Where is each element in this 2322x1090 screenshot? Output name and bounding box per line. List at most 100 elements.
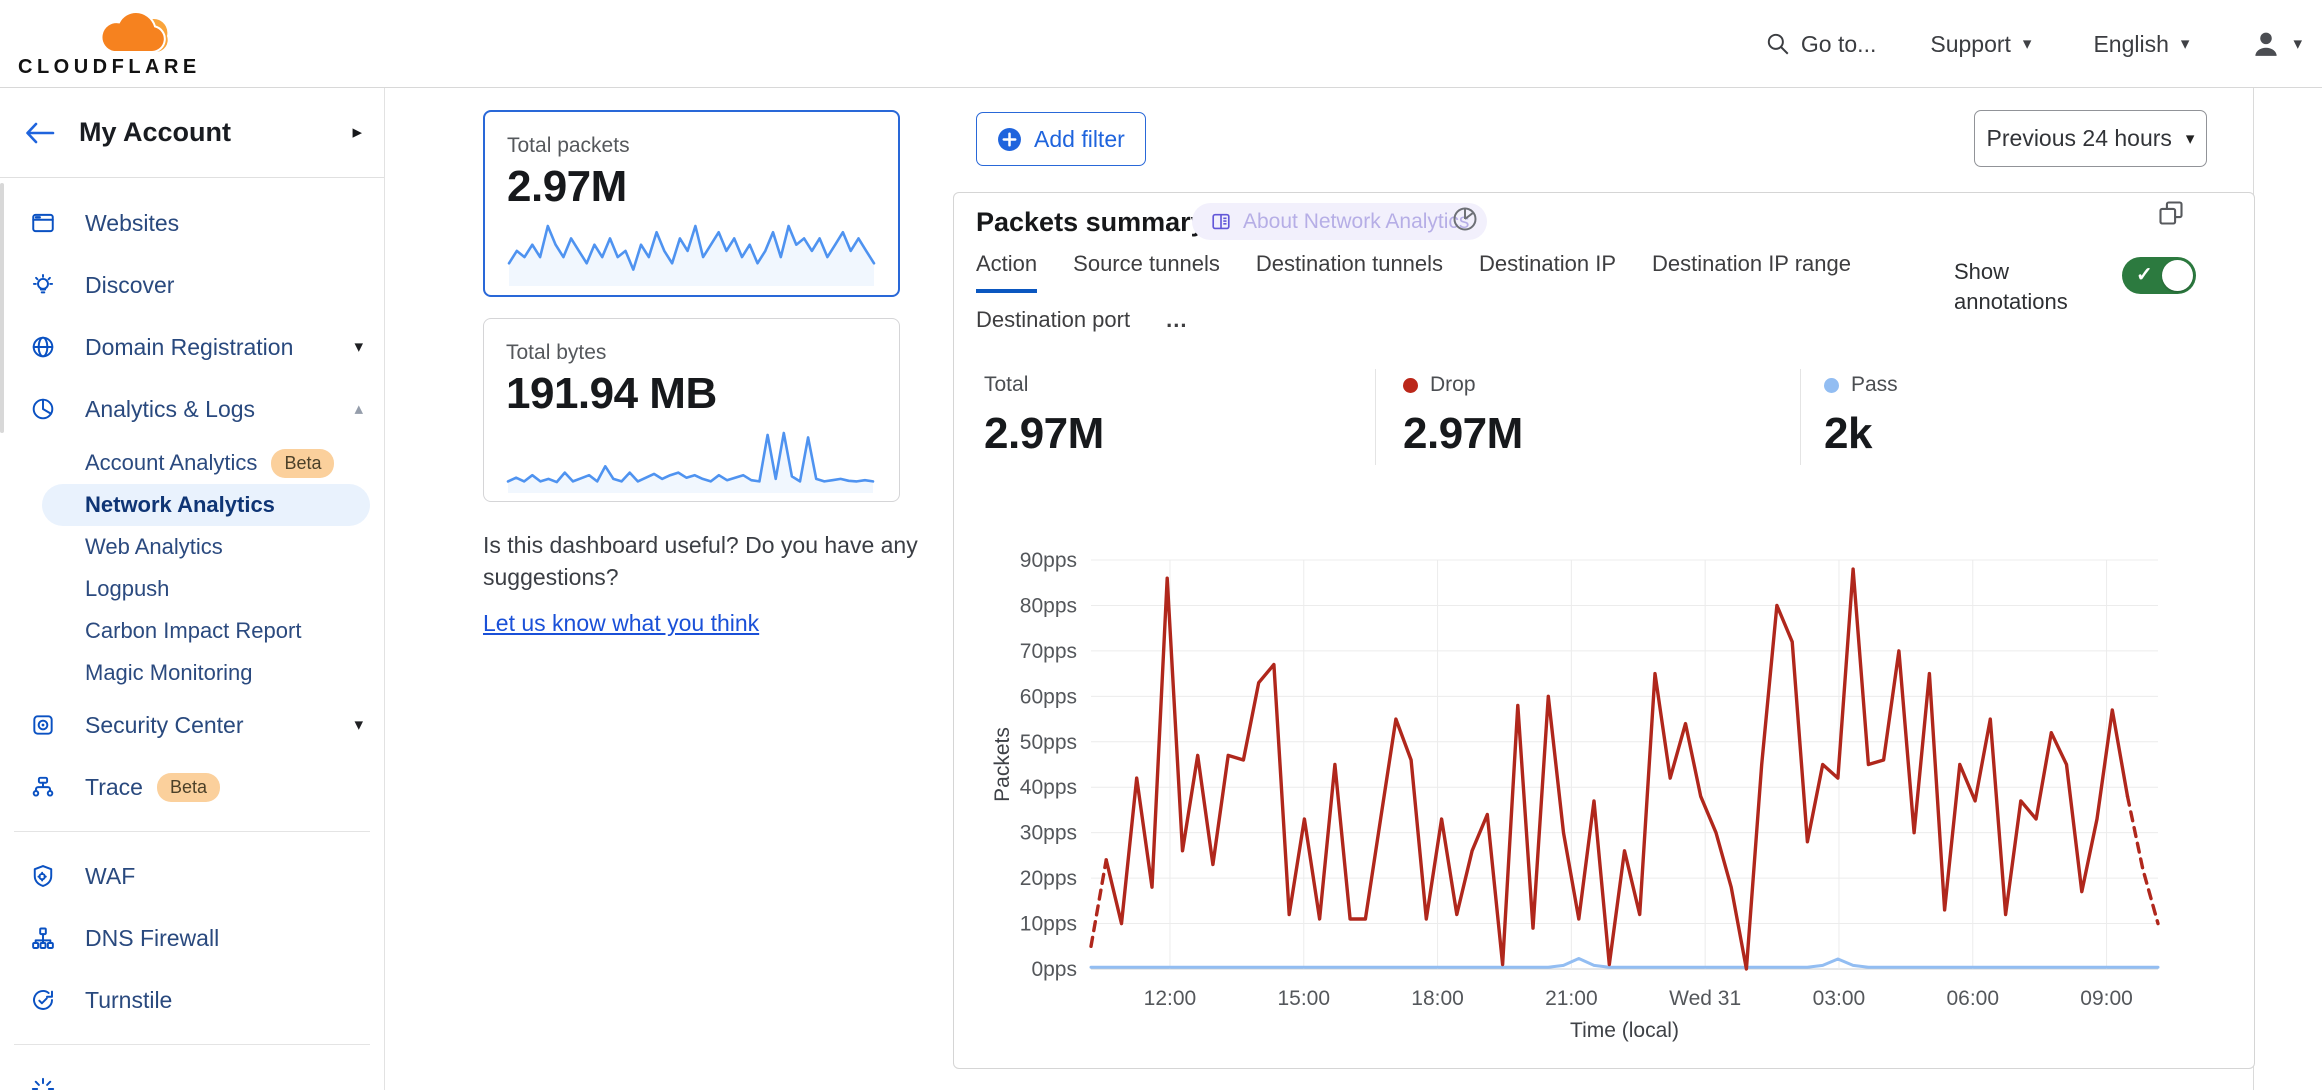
svg-text:06:00: 06:00 <box>1946 987 1999 1010</box>
show-annotations-toggle[interactable]: ✓ <box>2122 257 2196 294</box>
add-filter-button[interactable]: Add filter <box>976 112 1146 166</box>
svg-text:21:00: 21:00 <box>1545 987 1598 1010</box>
chevron-down-icon: ▾ <box>2293 34 2302 53</box>
sidebar-item-label: Analytics & Logs <box>85 395 256 422</box>
beta-badge: Beta <box>156 772 220 802</box>
sidebar-item-security-center[interactable]: Security Center ▾ <box>0 694 384 756</box>
sidebar-item-domain-registration[interactable]: Domain Registration ▾ <box>0 316 384 378</box>
svg-text:12:00: 12:00 <box>1144 987 1197 1010</box>
sidebar-item-label: Web Analytics <box>85 534 223 559</box>
tab-more[interactable]: ... <box>1166 307 1188 332</box>
feedback-link[interactable]: Let us know what you think <box>483 610 760 636</box>
tab-destination-ip[interactable]: Destination IP <box>1479 251 1617 276</box>
svg-text:0pps: 0pps <box>1031 958 1077 981</box>
metric-card-label: Total bytes <box>506 341 607 364</box>
language-menu[interactable]: English ▾ <box>2093 31 2189 58</box>
svg-text:15:00: 15:00 <box>1277 987 1330 1010</box>
sidebar-item-label: Carbon Impact Report <box>85 618 302 643</box>
chevron-right-icon[interactable]: ▸ <box>352 122 362 143</box>
breakdown-tabs: Action Source tunnels Destination tunnels D… <box>976 251 1886 349</box>
sparkline-chart <box>507 224 876 286</box>
lightbulb-icon <box>30 272 56 298</box>
metric-card-sparkline <box>505 216 878 293</box>
sidebar-item-waf[interactable]: WAF <box>0 845 384 907</box>
sidebar-item-websites[interactable]: Websites <box>0 192 384 254</box>
time-range-label: Previous 24 hours <box>1986 125 2172 151</box>
svg-text:70pps: 70pps <box>1020 640 1077 663</box>
cloudflare-logo[interactable]: CLOUDFLARE <box>16 6 206 82</box>
about-network-analytics-badge[interactable]: About Network Analytics <box>1192 203 1488 240</box>
duplicate-panel-icon[interactable] <box>2157 199 2185 227</box>
show-annotations-label: Show annotations <box>1954 259 2068 314</box>
metric-card-total-bytes[interactable]: Total bytes 191.94 MB <box>483 318 900 502</box>
sidebar-item-logpush[interactable]: Logpush <box>42 568 370 610</box>
beta-badge: Beta <box>271 448 335 478</box>
sidebar-item-magic-monitoring[interactable]: Magic Monitoring <box>42 652 370 694</box>
stat-drop: Drop 2.97M <box>1403 373 1523 459</box>
sidebar-item-label: Turnstile <box>85 986 173 1013</box>
stat-label-row: Pass <box>1824 373 1898 397</box>
sidebar-item-dns-firewall[interactable]: DNS Firewall <box>0 907 384 969</box>
stat-total: Total 2.97M <box>984 373 1104 459</box>
sidebar-item-label: Security Center <box>85 711 244 738</box>
chevron-down-icon: ▾ <box>2180 34 2190 53</box>
stat-label: Pass <box>1851 373 1898 396</box>
stat-label-row: Drop <box>1403 373 1523 397</box>
sidebar-item-partial[interactable] <box>0 1058 384 1090</box>
sidebar-item-web-analytics[interactable]: Web Analytics <box>42 526 370 568</box>
back-arrow-icon[interactable] <box>23 120 57 146</box>
tab-action[interactable]: Action <box>976 251 1038 293</box>
tab-destination-port[interactable]: Destination port <box>976 307 1131 332</box>
metric-card-label: Total packets <box>507 134 630 157</box>
about-badge-label: About Network Analytics <box>1243 209 1470 233</box>
feedback-text: Is this dashboard useful? Do you have an… <box>483 532 918 590</box>
sidebar-item-label: Account Analytics <box>85 450 258 475</box>
top-navigation: Go to... Support ▾ English ▾ ▾ <box>1765 0 2322 88</box>
sidebar-item-carbon-impact-report[interactable]: Carbon Impact Report <box>42 610 370 652</box>
sidebar-item-label: Domain Registration <box>85 333 294 360</box>
goto-label: Go to... <box>1800 30 1877 57</box>
search-icon <box>1767 33 1789 55</box>
svg-text:60pps: 60pps <box>1020 685 1077 708</box>
support-label: Support <box>1930 30 2011 57</box>
sidebar-item-label: Network Analytics <box>85 492 275 517</box>
packets-summary-panel: Packets summary About Network Analytics … <box>953 192 2255 1069</box>
chevron-down-icon: ▾ <box>354 337 363 356</box>
tab-source-tunnels[interactable]: Source tunnels <box>1073 251 1220 276</box>
sidebar-item-trace[interactable]: Trace Beta <box>0 756 384 818</box>
chevron-down-icon: ▾ <box>354 715 363 734</box>
sidebar-item-account-analytics[interactable]: Account Analytics Beta <box>42 442 370 484</box>
sidebar-item-analytics-logs[interactable]: Analytics & Logs ▴ <box>0 378 384 440</box>
sidebar-item-label: Trace <box>85 773 143 800</box>
sidebar-divider <box>14 1044 370 1045</box>
top-header: CLOUDFLARE Go to... Support ▾ English ▾ … <box>0 0 2322 88</box>
global-search[interactable]: Go to... <box>1765 31 1876 58</box>
stat-divider <box>1375 369 1376 465</box>
packets-summary-chart: 0pps 10pps 20pps 30pps 40pps 50pps 60pps 70pps 8… <box>991 549 2160 1042</box>
tab-destination-tunnels[interactable]: Destination tunnels <box>1255 251 1444 276</box>
svg-text:Wed 31: Wed 31 <box>1669 987 1741 1010</box>
metric-card-total-packets[interactable]: Total packets 2.97M <box>483 110 900 297</box>
sidebar: My Account ▸ Websites Discover Domain Regi… <box>0 88 385 1090</box>
stat-label: Drop <box>1430 373 1476 396</box>
sidebar-item-label: Logpush <box>85 576 170 601</box>
account-menu[interactable]: ▾ <box>2251 29 2302 59</box>
svg-text:50pps: 50pps <box>1020 731 1077 754</box>
legend-dot-drop <box>1403 377 1418 393</box>
sidebar-divider <box>14 831 370 832</box>
sidebar-item-discover[interactable]: Discover <box>0 254 384 316</box>
pie-chart-icon[interactable] <box>1451 205 1479 233</box>
time-range-dropdown[interactable]: Previous 24 hours ▾ <box>1974 110 2207 167</box>
svg-text:03:00: 03:00 <box>1813 987 1866 1010</box>
svg-text:18:00: 18:00 <box>1411 987 1464 1010</box>
tab-destination-ip-range[interactable]: Destination IP range <box>1652 251 1851 276</box>
dns-tree-icon <box>30 925 56 951</box>
sidebar-subnav: Account Analytics Beta Network Analytics We… <box>0 442 384 694</box>
sidebar-item-network-analytics[interactable]: Network Analytics <box>42 484 370 526</box>
sidebar-item-turnstile[interactable]: Turnstile <box>0 969 384 1031</box>
browser-window-icon <box>30 210 56 236</box>
panel-title: Packets summary <box>976 207 1206 237</box>
support-menu[interactable]: Support ▾ <box>1930 31 2031 58</box>
sidebar-scrollbar[interactable] <box>0 183 4 433</box>
stat-divider <box>1800 369 1801 465</box>
